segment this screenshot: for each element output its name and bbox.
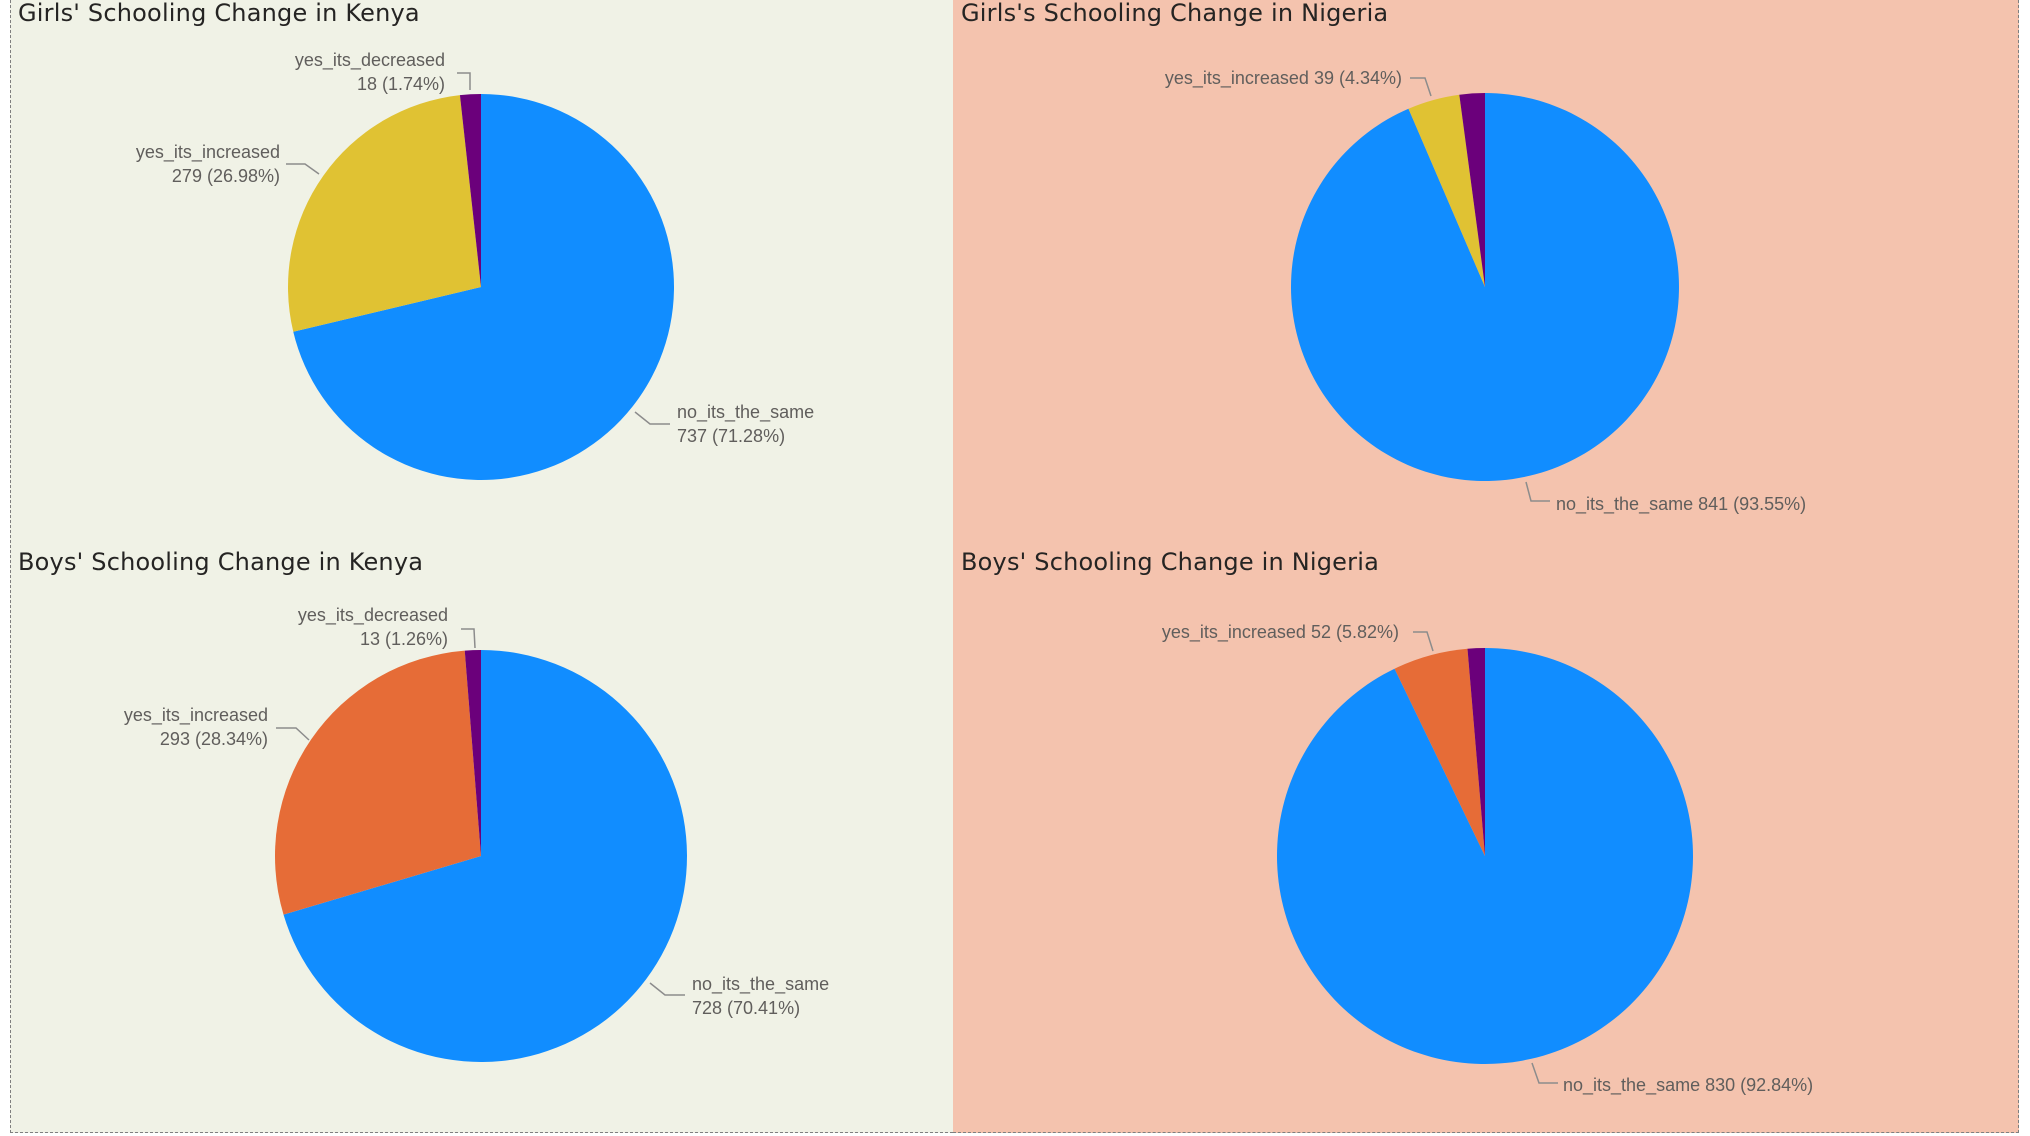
leader-line-girls-nigeria-yes-its-increased xyxy=(1410,77,1432,97)
chart-title-boys-kenya: Boys' Schooling Change in Kenya xyxy=(18,548,424,576)
data-label-boys-nigeria-no-its-the-same: no_its_the_same 830 (92.84%) xyxy=(1563,1075,1813,1096)
pie-slice-boys-kenya-yes-its-decreased[interactable] xyxy=(464,650,481,856)
data-label-boys-kenya-no-its-the-same: no_its_the_same xyxy=(692,974,829,995)
pie-slice-girls-nigeria-yes-its-decreased[interactable] xyxy=(1459,93,1485,287)
chart-title-girls-kenya: Girls' Schooling Change in Kenya xyxy=(18,0,420,27)
chart-title-girls-nigeria: Girls's Schooling Change in Nigeria xyxy=(961,0,1389,27)
pie-slice-boys-kenya-no-its-the-same[interactable] xyxy=(283,650,687,1062)
data-label-boys-kenya-no-its-the-same: 728 (70.41%) xyxy=(692,998,800,1018)
data-label-girls-nigeria-no-its-the-same: no_its_the_same 841 (93.55%) xyxy=(1556,494,1806,515)
data-label-boys-nigeria-yes-its-increased: yes_its_increased 52 (5.82%) xyxy=(1162,622,1399,643)
leader-line-girls-kenya-no-its-the-same xyxy=(634,411,670,425)
data-label-girls-kenya-yes-its-decreased: yes_its_decreased xyxy=(295,50,445,71)
pie-boys-nigeria: no_its_the_same 830 (92.84%) yes_its_incr… xyxy=(1162,622,1813,1096)
leader-line-boys-kenya-yes-its-increased xyxy=(276,727,310,741)
pie-slice-boys-nigeria-yes-its-decreased[interactable] xyxy=(1467,648,1485,856)
data-label-girls-kenya-yes-its-increased: yes_its_increased xyxy=(136,142,280,163)
data-label-boys-kenya-yes-its-decreased: 13 (1.26%) xyxy=(360,629,448,649)
pie-slice-girls-kenya-no-its-the-same[interactable] xyxy=(293,94,675,480)
data-label-boys-kenya-yes-its-increased: yes_its_increased xyxy=(124,705,268,726)
pie-slice-boys-nigeria-no-its-the-same[interactable] xyxy=(1276,648,1693,1065)
data-label-girls-kenya-no-its-the-same: no_its_the_same xyxy=(677,402,814,423)
chart-title-boys-nigeria: Boys' Schooling Change in Nigeria xyxy=(961,548,1379,576)
data-label-girls-kenya-yes-its-decreased: 18 (1.74%) xyxy=(357,74,445,94)
leader-line-boys-nigeria-yes-its-increased xyxy=(1413,631,1434,652)
data-label-boys-kenya-yes-its-increased: 293 (28.34%) xyxy=(160,729,268,749)
leader-line-girls-nigeria-no-its-the-same xyxy=(1525,481,1550,502)
pie-slice-boys-kenya-yes-its-increased[interactable] xyxy=(274,650,481,915)
pie-girls-nigeria: no_its_the_same 841 (93.55%) yes_its_incr… xyxy=(1165,68,1806,515)
pie-slice-boys-nigeria-yes-its-increased[interactable] xyxy=(1394,648,1485,856)
leader-line-boys-kenya-yes-its-decreased xyxy=(461,628,476,649)
data-label-girls-kenya-no-its-the-same: 737 (71.28%) xyxy=(677,426,785,446)
pie-slice-girls-nigeria-yes-its-increased[interactable] xyxy=(1408,94,1485,288)
leader-line-girls-kenya-yes-its-decreased xyxy=(457,72,471,90)
data-label-girls-nigeria-yes-its-increased: yes_its_increased 39 (4.34%) xyxy=(1165,68,1402,89)
leader-line-boys-nigeria-no-its-the-same xyxy=(1531,1062,1558,1084)
data-label-girls-kenya-yes-its-increased: 279 (26.98%) xyxy=(172,166,280,186)
pie-slice-girls-kenya-yes-its-increased[interactable] xyxy=(288,95,481,332)
leader-line-girls-kenya-yes-its-increased xyxy=(286,163,320,175)
pie-boys-kenya: no_its_the_same 728 (70.41%) yes_its_incre… xyxy=(124,605,829,1062)
pie-slice-girls-kenya-yes-its-decreased[interactable] xyxy=(459,94,481,287)
leader-line-boys-kenya-no-its-the-same xyxy=(649,982,685,996)
pie-girls-kenya: no_its_the_same 737 (71.28%) yes_its_incre… xyxy=(136,50,814,480)
data-label-boys-kenya-yes-its-decreased: yes_its_decreased xyxy=(298,605,448,626)
pie-slice-girls-nigeria-no-its-the-same[interactable] xyxy=(1290,93,1679,482)
